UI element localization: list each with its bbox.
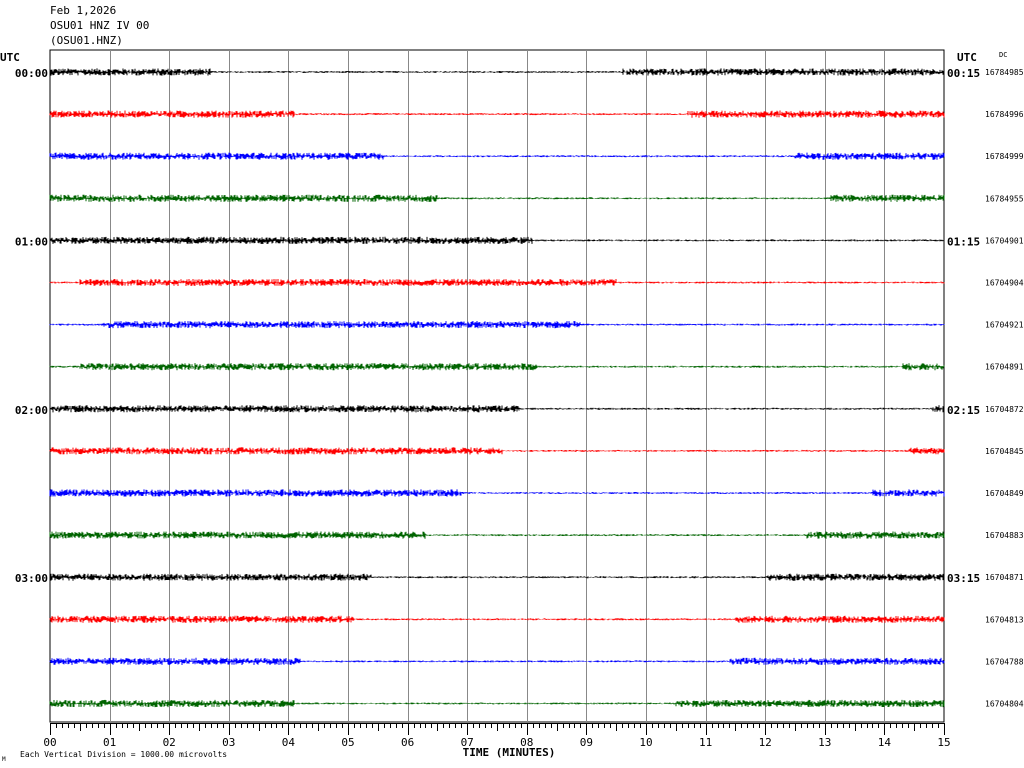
x-axis-title: TIME (MINUTES) <box>463 746 556 759</box>
trace-line <box>49 194 945 202</box>
dc-offset-label: 16704813 <box>985 615 1024 624</box>
trace-line <box>49 405 945 413</box>
trace-line <box>49 615 945 623</box>
dc-offset-label: 16704891 <box>985 363 1024 372</box>
trace-line <box>49 657 945 665</box>
dc-offset-label: 16704804 <box>985 700 1024 709</box>
dc-offset-label: 16704921 <box>985 321 1024 330</box>
x-tick-label: 15 <box>937 736 950 749</box>
trace-line <box>49 236 945 244</box>
right-time-label: 01:15 <box>947 235 980 248</box>
dc-offset-label: 16784999 <box>985 152 1024 161</box>
dc-offset-label: 16704904 <box>985 279 1024 288</box>
trace-line <box>49 363 945 371</box>
x-tick-label: 01 <box>103 736 116 749</box>
x-tick-label: 02 <box>163 736 176 749</box>
footer-mark: M <box>2 756 6 763</box>
station-label: OSU01 HNZ IV 00 <box>50 19 150 32</box>
time-axis: 00 01 02 03 04 05 06 07 08 09 10 11 12 13 14 15 <box>43 723 951 749</box>
right-time-label: 02:15 <box>947 404 980 417</box>
dc-offset-label: 16704871 <box>985 573 1024 582</box>
dc-offset-label: 16784955 <box>985 194 1024 203</box>
x-tick-label: 14 <box>878 736 892 749</box>
trace-line <box>49 152 945 160</box>
left-time-label: 02:00 <box>15 404 48 417</box>
channel-label: (OSU01.HNZ) <box>50 34 123 47</box>
dc-offset-label: 16784985 <box>985 68 1024 77</box>
x-tick-label: 10 <box>639 736 652 749</box>
dc-offset-label: 16704788 <box>985 657 1024 666</box>
trace-line <box>49 573 945 581</box>
dc-offset-label: 16704845 <box>985 447 1024 456</box>
x-tick-label: 00 <box>43 736 56 749</box>
x-tick-label: 09 <box>580 736 593 749</box>
grid <box>49 49 945 723</box>
right-time-label: 03:15 <box>947 572 980 585</box>
right-time-label: 00:15 <box>947 67 980 80</box>
plot-frame <box>49 49 945 723</box>
utc-right-label: UTC <box>957 51 977 64</box>
trace-line <box>49 531 945 539</box>
dc-offset-label: 16704883 <box>985 531 1024 540</box>
x-tick-label: 04 <box>282 736 296 749</box>
x-tick-label: 11 <box>699 736 712 749</box>
left-time-label: 00:00 <box>15 67 48 80</box>
x-tick-label: 13 <box>818 736 831 749</box>
x-tick-label: 03 <box>222 736 235 749</box>
dc-offset-label: 16784996 <box>985 110 1024 119</box>
dc-offset-label: 16704872 <box>985 405 1024 414</box>
dc-offset-label: 16704849 <box>985 489 1024 498</box>
trace-line <box>49 699 945 708</box>
traces <box>49 68 945 708</box>
dc-offset-label: 16704901 <box>985 236 1024 245</box>
left-time-label: 03:00 <box>15 572 48 585</box>
trace-line <box>49 68 945 76</box>
utc-left-label: UTC <box>0 51 20 64</box>
trace-line <box>49 278 945 287</box>
x-tick-label: 06 <box>401 736 414 749</box>
date-label: Feb 1,2026 <box>50 4 117 17</box>
labels: 16784985 16784996 16784999 16784955 16704901… <box>15 67 1024 709</box>
x-tick-label: 05 <box>341 736 354 749</box>
trace-line <box>49 447 945 455</box>
x-tick-label: 12 <box>759 736 772 749</box>
x-tick-label: 07 <box>461 736 474 749</box>
trace-line <box>49 321 945 329</box>
trace-line <box>49 110 945 118</box>
vertical-scale-note: Each Vertical Division = 1000.00 microvo… <box>20 750 227 759</box>
left-time-label: 01:00 <box>15 235 48 248</box>
dc-label: DC <box>999 51 1007 59</box>
trace-line <box>49 489 945 497</box>
x-tick-label: 08 <box>520 736 533 749</box>
